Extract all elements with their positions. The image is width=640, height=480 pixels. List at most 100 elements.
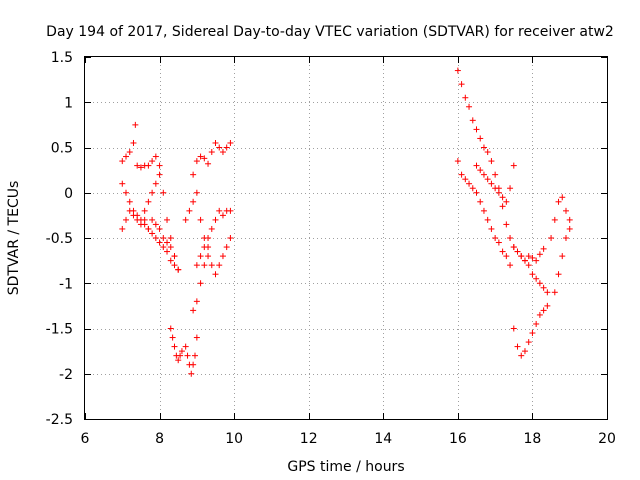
data-point — [510, 162, 517, 169]
data-point — [484, 149, 491, 156]
x-tick-label: 18 — [524, 431, 542, 447]
grid-layer — [85, 57, 607, 419]
data-point — [533, 320, 540, 327]
series-sat-j — [190, 244, 212, 314]
y-tick-label: -1 — [59, 276, 73, 292]
data-point — [184, 352, 191, 359]
data-point — [160, 189, 167, 196]
data-point — [145, 162, 152, 169]
data-point — [205, 253, 212, 260]
data-point — [197, 153, 204, 160]
data-point — [141, 221, 148, 228]
x-tick-label: 14 — [374, 431, 392, 447]
data-point — [544, 302, 551, 309]
data-point — [548, 235, 555, 241]
data-point — [186, 207, 193, 214]
data-point — [134, 212, 141, 219]
data-point — [480, 207, 487, 214]
axis-ticks: 6 8 10 12 14 16 18 20 -2.5 -2 -1.5 -1 -0.5 0 0.5 1 1.5 — [46, 50, 616, 447]
data-point — [480, 171, 487, 178]
data-point — [205, 244, 212, 251]
data-point — [167, 257, 174, 264]
data-point — [156, 239, 163, 246]
data-point — [540, 245, 547, 252]
data-point — [164, 216, 171, 223]
data-point — [201, 155, 208, 162]
data-point — [536, 251, 543, 258]
data-point — [227, 235, 234, 241]
data-point — [201, 262, 208, 269]
data-point — [555, 198, 562, 205]
data-point — [514, 248, 521, 255]
data-point — [197, 280, 204, 287]
data-point — [477, 198, 484, 205]
y-tick-label: -0.5 — [46, 231, 73, 247]
y-tick-label: 1 — [64, 95, 73, 111]
x-tick-label: 20 — [598, 431, 616, 447]
data-point — [469, 185, 476, 192]
data-point — [191, 352, 198, 359]
data-point — [521, 257, 528, 264]
data-point — [219, 212, 226, 219]
data-point — [503, 253, 510, 260]
data-point — [152, 221, 159, 228]
data-point — [149, 158, 156, 165]
y-tick-label: -2 — [59, 367, 73, 383]
y-tick-label: 1.5 — [51, 50, 73, 66]
x-tick-label: 16 — [449, 431, 467, 447]
data-point — [193, 334, 200, 341]
data-point — [216, 207, 223, 214]
data-point — [507, 185, 514, 192]
data-point — [529, 254, 536, 261]
series-sat-l — [454, 158, 514, 269]
data-point — [529, 271, 536, 278]
data-point — [152, 180, 159, 187]
data-point — [178, 348, 185, 355]
data-point — [488, 225, 495, 232]
data-point — [507, 262, 514, 269]
data-point — [462, 176, 469, 183]
data-point — [499, 203, 506, 210]
data-point — [149, 216, 156, 223]
data-point — [521, 348, 528, 355]
data-point — [130, 207, 137, 214]
data-point — [562, 207, 569, 214]
data-point — [141, 207, 148, 214]
data-point — [212, 271, 219, 278]
data-point — [480, 144, 487, 151]
data-point — [169, 334, 176, 341]
data-point — [473, 189, 480, 196]
data-point — [488, 180, 495, 187]
data-point — [518, 352, 525, 359]
data-point — [171, 253, 178, 260]
data-point — [507, 235, 514, 241]
data-point — [488, 158, 495, 165]
data-point — [190, 198, 197, 205]
data-point — [536, 311, 543, 318]
data-point — [566, 216, 573, 223]
x-tick-label: 6 — [81, 431, 90, 447]
y-tick-label: 0.5 — [51, 141, 73, 157]
data-point — [458, 81, 465, 88]
data-point — [473, 162, 480, 169]
series-sat-n — [510, 302, 551, 359]
data-point — [156, 162, 163, 169]
chart-title: Day 194 of 2017, Sidereal Day-to-day VTE… — [46, 24, 614, 40]
data-point — [514, 343, 521, 350]
series-sat-a — [119, 207, 182, 273]
data-point — [197, 216, 204, 223]
data-point — [466, 180, 473, 187]
data-point — [499, 194, 506, 201]
data-point — [473, 126, 480, 133]
data-point — [533, 257, 540, 264]
data-point — [208, 225, 215, 232]
data-point — [193, 298, 200, 305]
data-point — [130, 139, 137, 146]
data-point — [462, 94, 469, 101]
series-sat-m — [473, 162, 517, 205]
data-marks — [119, 67, 573, 377]
data-point — [216, 262, 223, 269]
data-point — [223, 144, 230, 151]
data-point — [227, 139, 234, 146]
data-point — [458, 171, 465, 178]
